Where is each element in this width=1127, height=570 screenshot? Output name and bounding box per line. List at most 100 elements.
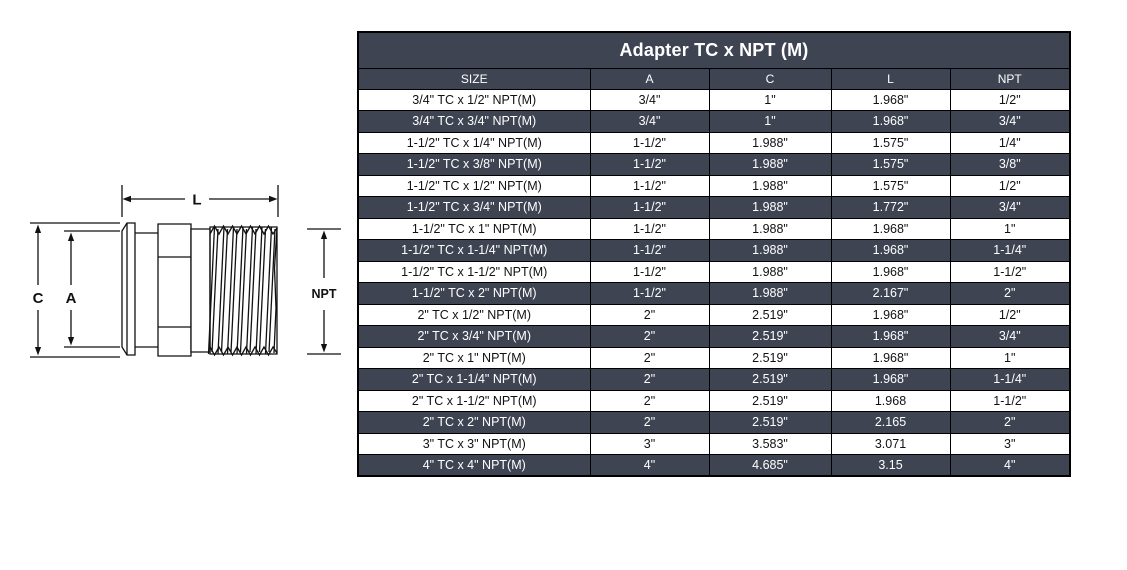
dimension-C: C: [30, 222, 120, 358]
dim-label-tube-id: A: [66, 290, 77, 307]
table-row: 1-1/2" TC x 3/4" NPT(M) 1-1/2" 1.988" 1.772…: [357, 196, 1071, 219]
table-row: 2" TC x 1-1/4" NPT(M) 2" 2.519" 1.968" 1-1/4…: [357, 368, 1071, 391]
table-cell: 1.988": [708, 131, 832, 154]
table-cell: 2" TC x 1/2" NPT(M): [357, 303, 591, 326]
table-body: 3/4" TC x 1/2" NPT(M) 3/4" 1" 1.968" 1/2" 3/4…: [357, 88, 1071, 477]
dim-label-thread: NPT: [312, 287, 337, 301]
table-cell: 2" TC x 1-1/2" NPT(M): [357, 389, 591, 412]
table-cell: 3/4": [949, 325, 1071, 348]
table-cell: 2" TC x 3/4" NPT(M): [357, 325, 591, 348]
table-cell: 1-1/2" TC x 1/2" NPT(M): [357, 174, 591, 197]
table-row: 1-1/2" TC x 1-1/2" NPT(M) 1-1/2" 1.988" 1.9…: [357, 260, 1071, 283]
table-header-row: SIZE A C L NPT: [357, 67, 1071, 90]
table-cell: 1.968": [830, 239, 951, 262]
table-row: 2" TC x 2" NPT(M) 2" 2.519" 2.165 2": [357, 411, 1071, 434]
table-row: 2" TC x 3/4" NPT(M) 2" 2.519" 1.968" 3/4": [357, 325, 1071, 348]
fitting-neck: [135, 232, 158, 348]
table-cell: 2.167": [830, 282, 951, 305]
table-cell: 3/4": [589, 110, 710, 133]
table-row: 2" TC x 1-1/2" NPT(M) 2" 2.519" 1.968 1-1/2": [357, 389, 1071, 412]
table-cell: 3.15: [830, 454, 951, 477]
table-cell: 1-1/2": [589, 260, 710, 283]
table-cell: 2.519": [708, 325, 832, 348]
dimension-A: A: [64, 230, 120, 348]
table-cell: 1-1/2" TC x 1-1/4" NPT(M): [357, 239, 591, 262]
table-cell: 1.968": [830, 110, 951, 133]
table-cell: 1/2": [949, 174, 1071, 197]
table-cell: 3": [589, 432, 710, 455]
table-cell: 3/4" TC x 1/2" NPT(M): [357, 88, 591, 111]
triclamp-flange: [121, 222, 136, 356]
col-header-a: A: [589, 67, 710, 90]
table-cell: 3/4" TC x 3/4" NPT(M): [357, 110, 591, 133]
table-cell: 3/4": [589, 88, 710, 111]
table-row: 1-1/2" TC x 1-1/4" NPT(M) 1-1/2" 1.988" 1.9…: [357, 239, 1071, 262]
table-cell: 1.968": [830, 368, 951, 391]
table-cell: 1.988": [708, 217, 832, 240]
table-row: 3/4" TC x 1/2" NPT(M) 3/4" 1" 1.968" 1/2": [357, 88, 1071, 111]
fitting-body: [157, 223, 211, 357]
table-cell: 1.772": [830, 196, 951, 219]
table-cell: 3/8": [949, 153, 1071, 176]
table-cell: 2": [589, 411, 710, 434]
table-cell: 1": [708, 88, 832, 111]
thread-hatch: [207, 226, 276, 355]
table-cell: 4": [949, 454, 1071, 477]
table-cell: 2" TC x 2" NPT(M): [357, 411, 591, 434]
table-cell: 2": [589, 368, 710, 391]
table-cell: 2": [589, 346, 710, 369]
table-cell: 1.575": [830, 153, 951, 176]
table-cell: 1-1/2": [589, 239, 710, 262]
dim-label-clamp-od: C: [33, 290, 44, 307]
table-cell: 2.519": [708, 389, 832, 412]
table-cell: 1.575": [830, 174, 951, 197]
table-cell: 2.519": [708, 346, 832, 369]
table-row: 3/4" TC x 3/4" NPT(M) 3/4" 1" 1.968" 3/4": [357, 110, 1071, 133]
table-cell: 3.071: [830, 432, 951, 455]
dimension-NPT: NPT: [307, 228, 341, 355]
table-cell: 1.988": [708, 196, 832, 219]
table-cell: 2.519": [708, 368, 832, 391]
table-cell: 2": [589, 325, 710, 348]
table-row: 1-1/2" TC x 1/2" NPT(M) 1-1/2" 1.988" 1.575…: [357, 174, 1071, 197]
table-cell: 2" TC x 1-1/4" NPT(M): [357, 368, 591, 391]
table-cell: 1-1/2": [589, 174, 710, 197]
thread-section: [207, 224, 278, 357]
table-cell: 1/2": [949, 303, 1071, 326]
table-cell: 1-1/2" TC x 3/4" NPT(M): [357, 196, 591, 219]
table-row: 1-1/2" TC x 3/8" NPT(M) 1-1/2" 1.988" 1.575…: [357, 153, 1071, 176]
col-header-l: L: [830, 67, 951, 90]
table-cell: 1-1/2" TC x 1/4" NPT(M): [357, 131, 591, 154]
table-cell: 1.968": [830, 303, 951, 326]
table-cell: 1-1/2" TC x 1-1/2" NPT(M): [357, 260, 591, 283]
table-cell: 1.968": [830, 217, 951, 240]
col-header-c: C: [708, 67, 832, 90]
table-cell: 1.575": [830, 131, 951, 154]
table-cell: 2": [589, 303, 710, 326]
table-cell: 1-1/2": [589, 217, 710, 240]
table-cell: 1.988": [708, 239, 832, 262]
col-header-npt: NPT: [949, 67, 1071, 90]
spec-table: Adapter TC x NPT (M) SIZE A C L NPT 3/4"…: [357, 31, 1071, 477]
table-cell: 1.968": [830, 325, 951, 348]
table-cell: 1.968": [830, 260, 951, 283]
fitting-drawing: [121, 222, 278, 357]
table-cell: 1-1/2": [949, 260, 1071, 283]
table-row: 4" TC x 4" NPT(M) 4" 4.685" 3.15 4": [357, 454, 1071, 477]
table-row: 1-1/2" TC x 1" NPT(M) 1-1/2" 1.988" 1.968" 1…: [357, 217, 1071, 240]
table-cell: 1-1/2": [589, 153, 710, 176]
table-cell: 1-1/2": [589, 196, 710, 219]
table-cell: 1-1/4": [949, 368, 1071, 391]
table-row: 1-1/2" TC x 1/4" NPT(M) 1-1/2" 1.988" 1.575…: [357, 131, 1071, 154]
table-cell: 1-1/2": [589, 282, 710, 305]
table-cell: 1-1/2" TC x 3/8" NPT(M): [357, 153, 591, 176]
table-row: 1-1/2" TC x 2" NPT(M) 1-1/2" 1.988" 2.167" 2…: [357, 282, 1071, 305]
table-cell: 1.968: [830, 389, 951, 412]
fitting-diagram: L C A NPT: [30, 185, 341, 358]
table-cell: 1": [708, 110, 832, 133]
table-cell: 1-1/2" TC x 1" NPT(M): [357, 217, 591, 240]
table-cell: 1-1/4": [949, 239, 1071, 262]
table-cell: 2": [949, 282, 1071, 305]
table-cell: 2.165: [830, 411, 951, 434]
